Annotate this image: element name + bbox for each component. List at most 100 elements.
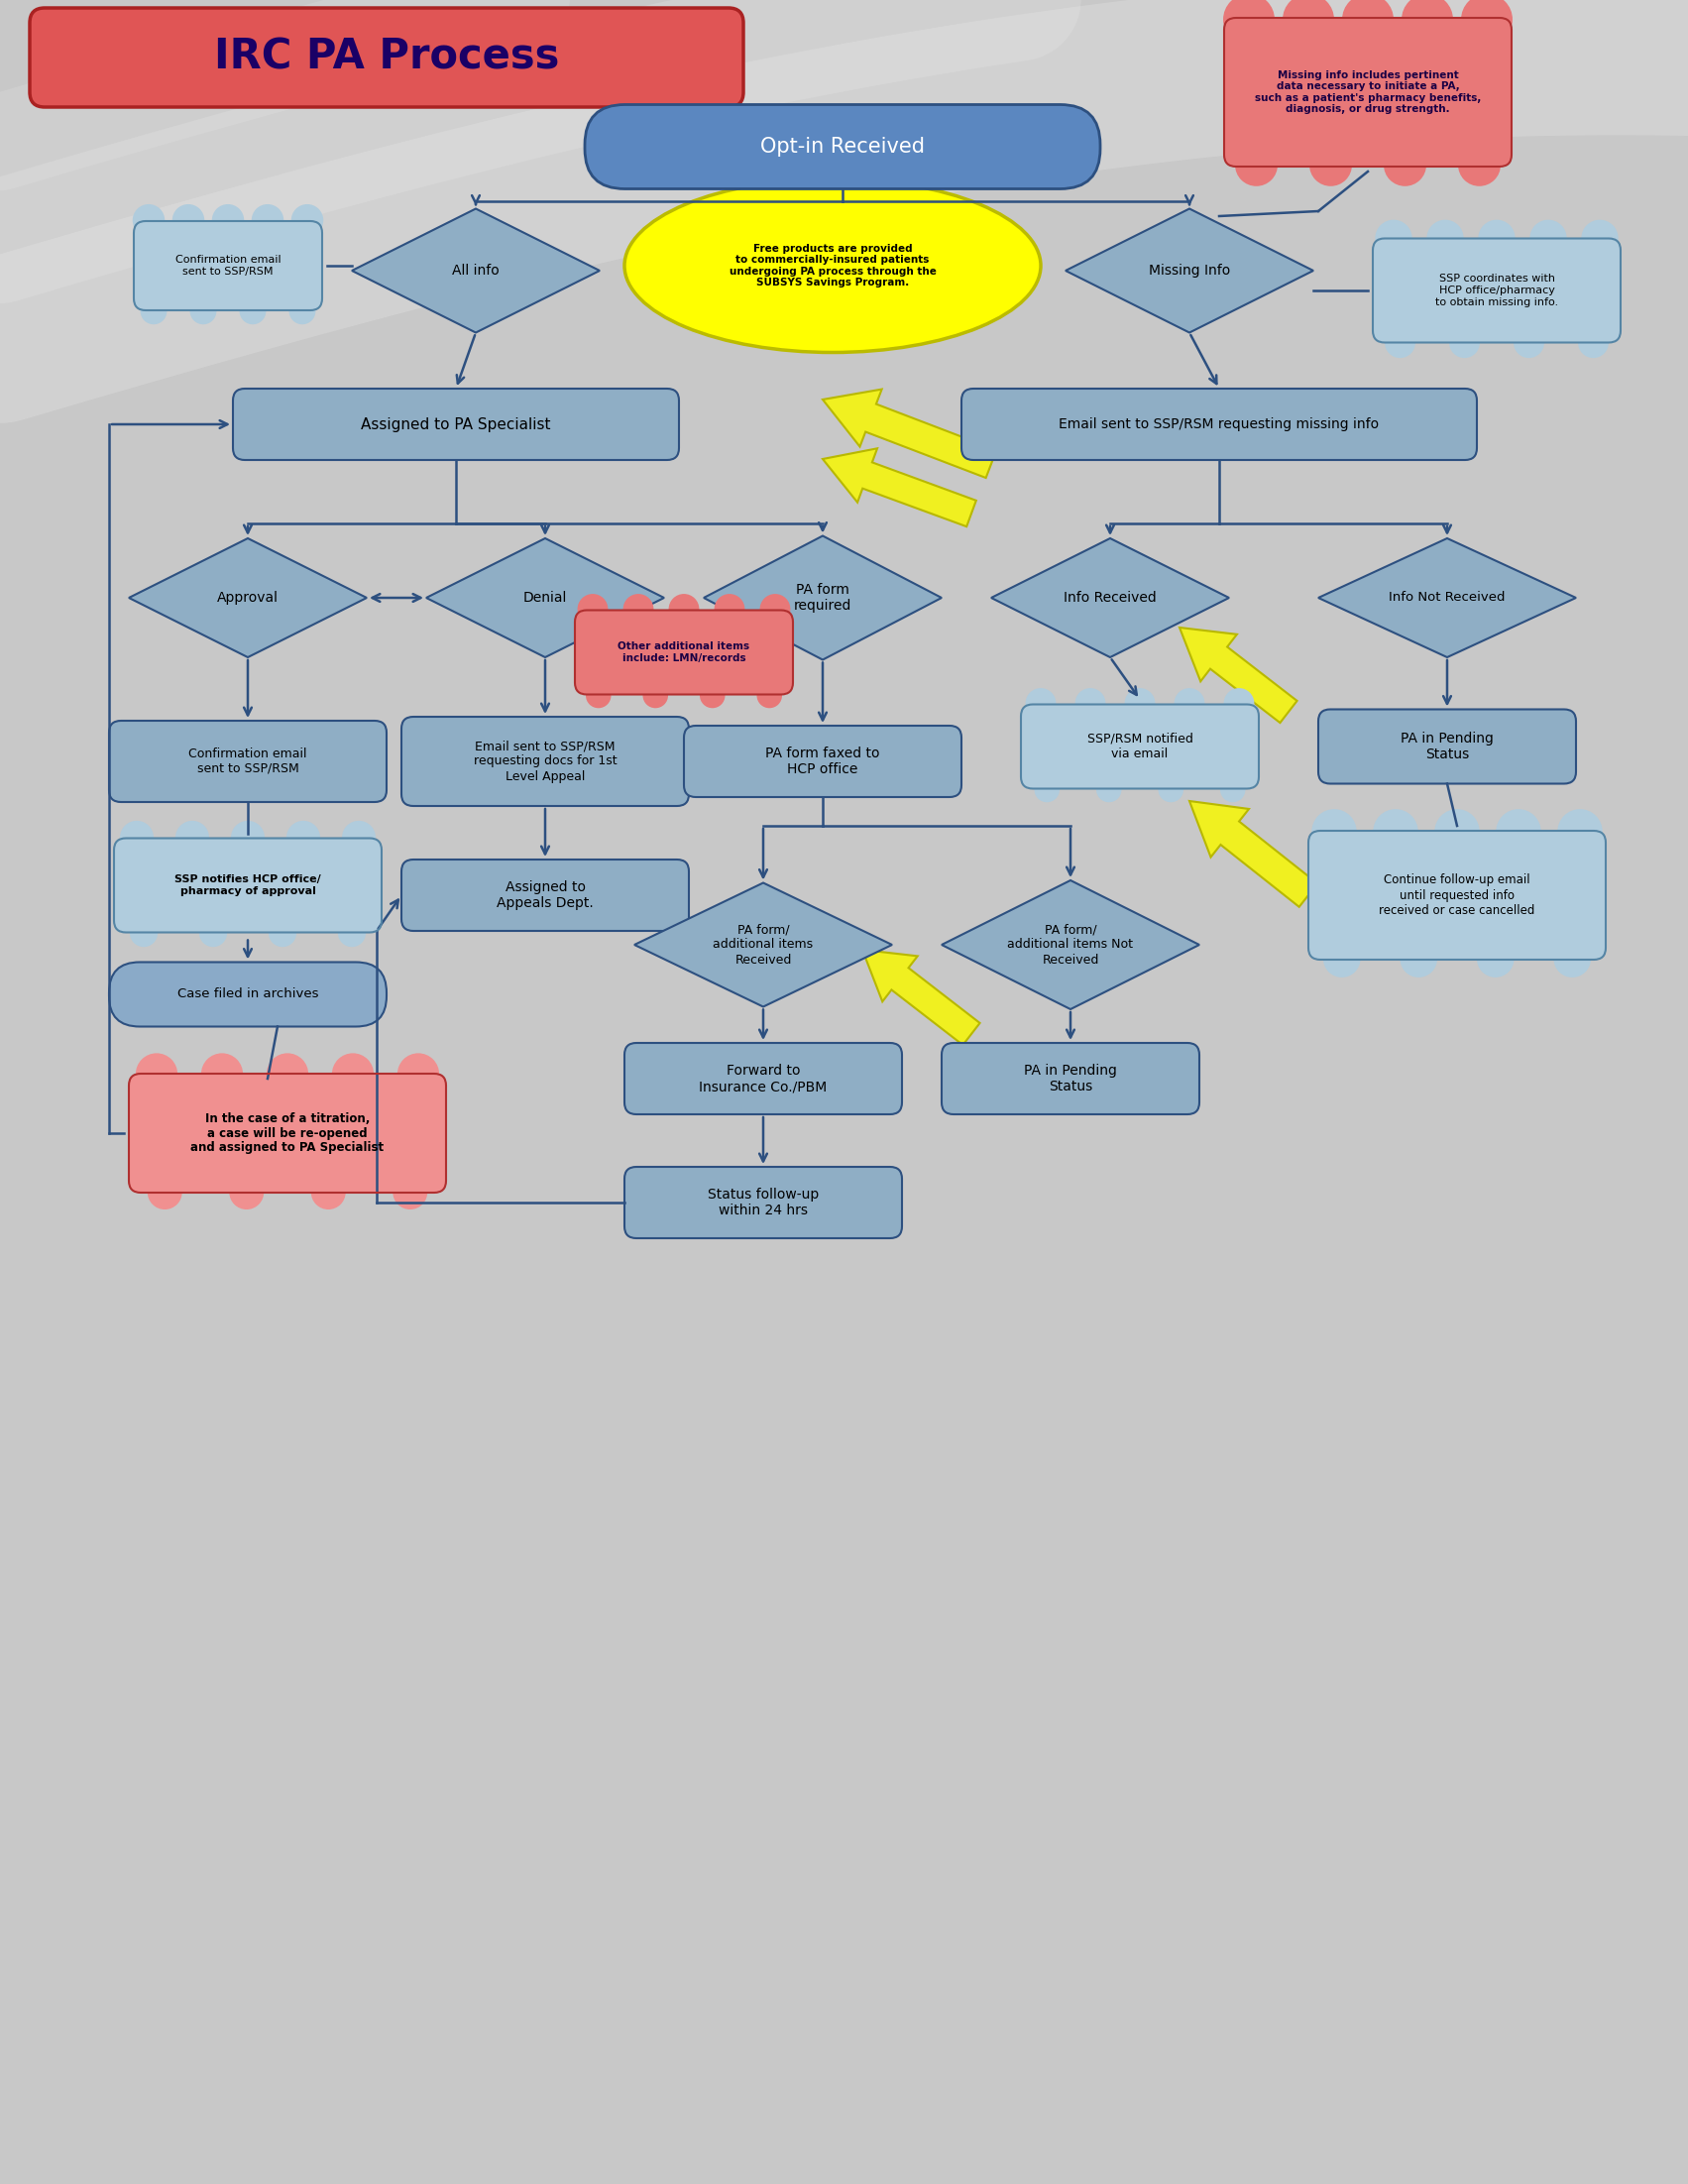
FancyBboxPatch shape [402,716,689,806]
Ellipse shape [625,179,1041,352]
Text: Forward to
Insurance Co./PBM: Forward to Insurance Co./PBM [699,1064,827,1094]
Text: PA form faxed to
HCP office: PA form faxed to HCP office [765,747,879,775]
Circle shape [668,594,699,625]
Text: Approval: Approval [218,592,279,605]
Circle shape [252,203,284,236]
FancyArrow shape [1190,802,1318,906]
Text: Opt-in Received: Opt-in Received [760,138,925,157]
Circle shape [756,684,782,708]
Circle shape [701,684,726,708]
Circle shape [267,1053,309,1094]
Text: All info: All info [452,264,500,277]
Circle shape [231,821,265,854]
Circle shape [1462,0,1512,46]
FancyBboxPatch shape [625,1166,901,1238]
Text: Email sent to SSP/RSM requesting missing info: Email sent to SSP/RSM requesting missing… [1058,417,1379,430]
Circle shape [1312,808,1357,854]
Circle shape [338,919,366,948]
Circle shape [333,1053,373,1094]
FancyBboxPatch shape [942,1044,1200,1114]
Polygon shape [635,882,891,1007]
Text: Missing Info: Missing Info [1148,264,1231,277]
Circle shape [213,203,245,236]
FancyBboxPatch shape [684,725,962,797]
Circle shape [1175,688,1205,719]
Circle shape [643,684,668,708]
Circle shape [760,594,790,625]
Circle shape [140,297,167,325]
Text: Assigned to
Appeals Dept.: Assigned to Appeals Dept. [496,880,594,911]
Text: PA form/
additional items Not
Received: PA form/ additional items Not Received [1008,924,1133,965]
FancyArrow shape [863,950,979,1044]
Circle shape [1035,778,1060,802]
Circle shape [290,203,324,236]
Polygon shape [128,537,366,657]
Text: In the case of a titration,
a case will be re-opened
and assigned to PA Speciali: In the case of a titration, a case will … [191,1112,385,1155]
Circle shape [130,919,157,948]
Text: Info Not Received: Info Not Received [1389,592,1506,605]
Circle shape [397,1053,439,1094]
Circle shape [1283,0,1334,46]
Polygon shape [942,880,1200,1009]
Circle shape [135,1053,177,1094]
Circle shape [176,821,209,854]
Text: Confirmation email
sent to SSP/RSM: Confirmation email sent to SSP/RSM [189,747,307,775]
Circle shape [172,203,204,236]
Circle shape [1342,0,1394,46]
Text: Confirmation email
sent to SSP/RSM: Confirmation email sent to SSP/RSM [176,256,280,277]
Circle shape [1376,221,1413,258]
FancyBboxPatch shape [402,860,689,930]
Circle shape [1514,328,1545,358]
Circle shape [1582,221,1619,258]
Circle shape [623,594,653,625]
FancyArrow shape [822,448,976,526]
FancyBboxPatch shape [1308,830,1605,959]
Circle shape [714,594,744,625]
Circle shape [120,821,154,854]
Circle shape [311,1175,346,1210]
Circle shape [189,297,216,325]
Polygon shape [351,210,599,332]
Circle shape [240,297,267,325]
Text: Free products are provided
to commercially-insured patients
undergoing PA proces: Free products are provided to commercial… [729,242,937,288]
Text: IRC PA Process: IRC PA Process [214,37,559,79]
Circle shape [1384,328,1415,358]
FancyBboxPatch shape [110,721,387,802]
Circle shape [1553,939,1590,978]
FancyBboxPatch shape [128,1075,446,1192]
Circle shape [1426,221,1463,258]
Circle shape [1401,0,1453,46]
Circle shape [1096,778,1121,802]
Circle shape [1025,688,1057,719]
Circle shape [268,919,297,948]
FancyBboxPatch shape [1021,705,1259,788]
FancyBboxPatch shape [1372,238,1620,343]
Circle shape [1558,808,1602,854]
Text: PA form/
additional items
Received: PA form/ additional items Received [712,924,814,965]
FancyBboxPatch shape [233,389,679,461]
Polygon shape [1318,537,1577,657]
Circle shape [1158,778,1183,802]
Text: Other additional items
include: LMN/records: Other additional items include: LMN/reco… [618,642,749,664]
FancyArrow shape [1180,627,1296,723]
Circle shape [1578,328,1609,358]
FancyBboxPatch shape [30,9,743,107]
Circle shape [1323,939,1361,978]
Circle shape [1399,939,1436,978]
Text: Continue follow-up email
until requested info
received or case cancelled: Continue follow-up email until requested… [1379,874,1534,917]
Circle shape [230,1175,263,1210]
Circle shape [343,821,376,854]
Text: PA in Pending
Status: PA in Pending Status [1025,1064,1117,1094]
Polygon shape [704,535,942,660]
Polygon shape [991,537,1229,657]
Circle shape [1479,221,1516,258]
Text: SSP/RSM notified
via email: SSP/RSM notified via email [1087,732,1193,760]
Circle shape [201,1053,243,1094]
Circle shape [1450,328,1480,358]
Text: Missing info includes pertinent
data necessary to initiate a PA,
such as a patie: Missing info includes pertinent data nec… [1254,70,1480,114]
Circle shape [289,297,316,325]
Text: PA form
required: PA form required [793,583,852,614]
Text: Assigned to PA Specialist: Assigned to PA Specialist [361,417,550,432]
Text: SSP notifies HCP office/
pharmacy of approval: SSP notifies HCP office/ pharmacy of app… [174,874,321,895]
FancyBboxPatch shape [584,105,1101,188]
